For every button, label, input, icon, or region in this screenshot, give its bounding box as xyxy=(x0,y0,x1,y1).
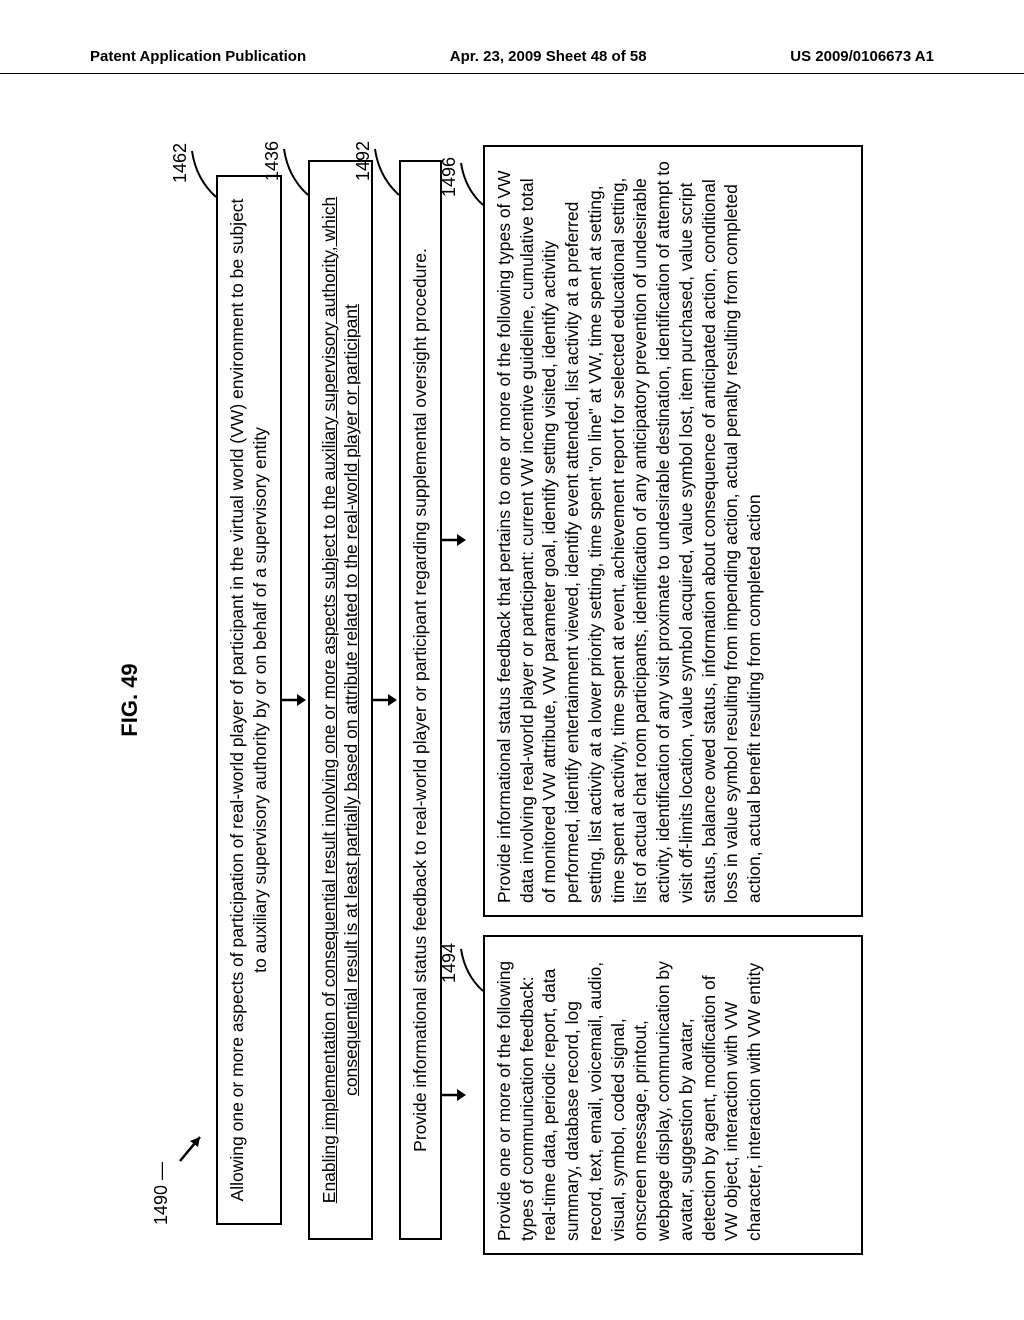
ref-label-1462: 1462 xyxy=(170,143,191,183)
box3-text: Provide informational status feedback to… xyxy=(410,248,430,1152)
start-arrow-icon xyxy=(176,145,210,1165)
flowchart-box-comm-types: Provide one or more of the following typ… xyxy=(483,935,863,1255)
ref-label-1436: 1436 xyxy=(262,141,283,181)
page-header: Patent Application Publication Apr. 23, … xyxy=(0,0,1024,74)
box5-text: Provide informational status feedback th… xyxy=(494,161,764,903)
ref-connector-icon xyxy=(457,153,485,207)
ref-connector-icon xyxy=(188,139,218,199)
flowchart-box-feedback: Provide informational status feedback to… xyxy=(399,160,442,1240)
ref-connector-icon xyxy=(371,137,401,197)
header-left: Patent Application Publication xyxy=(90,48,306,65)
flowchart-box-enabling: Enabling implementation of consequential… xyxy=(308,160,374,1240)
box2-text: Enabling implementation of consequential… xyxy=(319,197,362,1203)
arrow-down-icon xyxy=(442,145,473,935)
figure-title: FIG. 49 xyxy=(117,145,143,1255)
ref-label-1492: 1492 xyxy=(353,141,374,181)
header-right: US 2009/0106673 A1 xyxy=(790,48,934,65)
arrow-down-icon xyxy=(282,145,308,1255)
flowchart-start-ref: 1490 — xyxy=(151,145,172,1225)
ref-connector-icon xyxy=(280,137,310,197)
box4-text: Provide one or more of the following typ… xyxy=(494,961,764,1241)
ref-label-1496: 1496 xyxy=(439,157,460,197)
figure-diagram: FIG. 49 1490 — Allowing one or more aspe… xyxy=(117,145,907,1255)
header-center: Apr. 23, 2009 Sheet 48 of 58 xyxy=(450,48,647,65)
flowchart-box-data-types: Provide informational status feedback th… xyxy=(483,145,863,917)
ref-label-1494: 1494 xyxy=(439,943,460,983)
ref-connector-icon xyxy=(457,939,485,993)
flowchart-box-allowing: Allowing one or more aspects of particip… xyxy=(216,175,282,1225)
box1-text: Allowing one or more aspects of particip… xyxy=(227,199,270,1202)
arrow-down-icon xyxy=(373,145,399,1255)
